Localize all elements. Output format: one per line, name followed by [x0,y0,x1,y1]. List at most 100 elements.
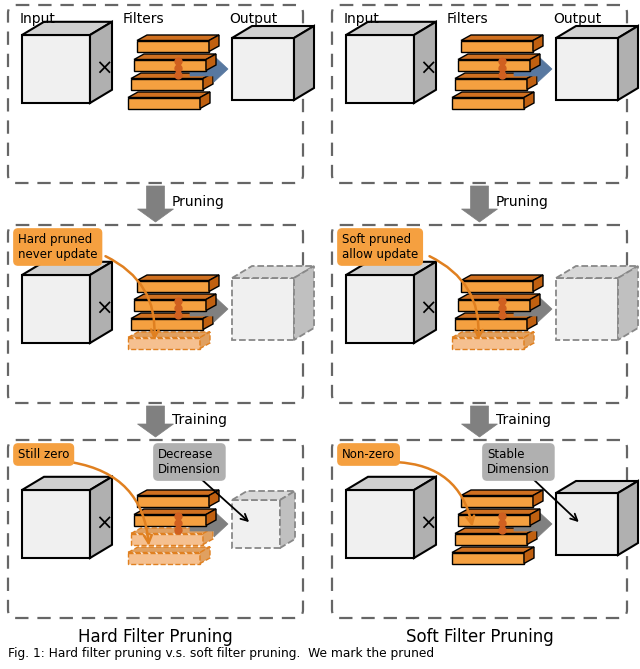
Polygon shape [455,318,527,330]
Polygon shape [556,278,618,340]
Polygon shape [203,528,213,545]
Polygon shape [461,35,543,41]
Polygon shape [90,22,112,103]
Polygon shape [232,26,314,38]
Polygon shape [346,477,436,490]
Polygon shape [527,73,537,90]
FancyBboxPatch shape [332,5,627,183]
Polygon shape [294,26,314,100]
Polygon shape [452,92,534,98]
Polygon shape [138,186,173,222]
Polygon shape [455,533,527,545]
Polygon shape [209,490,219,506]
Polygon shape [206,509,216,526]
Polygon shape [131,318,203,330]
Text: Filters: Filters [123,12,164,26]
Polygon shape [232,500,280,548]
Polygon shape [556,26,638,38]
Polygon shape [190,56,228,82]
Polygon shape [530,509,540,526]
Polygon shape [137,280,209,292]
Polygon shape [530,294,540,310]
Polygon shape [128,98,200,108]
Polygon shape [232,38,294,100]
Polygon shape [527,528,537,545]
Text: ×: × [95,514,113,534]
Polygon shape [209,35,219,52]
Polygon shape [458,54,540,60]
Polygon shape [346,262,436,275]
Polygon shape [128,332,210,337]
Polygon shape [206,294,216,310]
Polygon shape [131,78,203,90]
FancyBboxPatch shape [8,5,303,183]
Text: ×: × [419,299,436,319]
Polygon shape [414,22,436,103]
Polygon shape [524,547,534,563]
Polygon shape [514,296,552,322]
Polygon shape [556,481,638,493]
Polygon shape [458,294,540,300]
Polygon shape [131,73,213,78]
Polygon shape [138,406,173,437]
Polygon shape [232,266,314,278]
Polygon shape [280,491,295,548]
Polygon shape [556,493,618,555]
Polygon shape [530,54,540,70]
Polygon shape [452,98,524,108]
Text: Fig. 1: Hard filter pruning v.s. soft filter pruning.  We mark the pruned: Fig. 1: Hard filter pruning v.s. soft fi… [8,647,434,660]
Text: Training: Training [495,413,550,427]
Polygon shape [455,78,527,90]
Text: Pruning: Pruning [495,195,548,209]
Polygon shape [455,73,537,78]
Polygon shape [461,186,497,222]
Text: ×: × [419,59,436,79]
Text: Output: Output [229,12,277,26]
Text: ×: × [419,514,436,534]
Polygon shape [461,406,497,437]
Text: Decrease
Dimension: Decrease Dimension [158,448,221,476]
Polygon shape [22,490,90,558]
Text: ×: × [95,59,113,79]
Text: Pruning: Pruning [172,195,225,209]
Polygon shape [461,41,533,52]
Polygon shape [458,509,540,514]
Polygon shape [618,266,638,340]
Polygon shape [618,26,638,100]
Polygon shape [200,92,210,108]
Polygon shape [128,92,210,98]
Polygon shape [455,528,537,533]
Polygon shape [452,337,524,349]
Polygon shape [533,35,543,52]
Text: Input: Input [344,12,380,26]
Polygon shape [346,490,414,558]
Text: Soft Filter Pruning: Soft Filter Pruning [406,628,554,646]
Polygon shape [22,35,90,103]
Text: Still zero: Still zero [18,448,69,461]
Polygon shape [128,553,200,563]
Text: Hard Filter Pruning: Hard Filter Pruning [78,628,233,646]
Text: Stable
Dimension: Stable Dimension [487,448,550,476]
Text: Input: Input [20,12,56,26]
Polygon shape [514,56,552,82]
Polygon shape [458,60,530,70]
Polygon shape [137,275,219,280]
Text: Output: Output [553,12,601,26]
Polygon shape [134,60,206,70]
Polygon shape [137,41,209,52]
Polygon shape [461,496,533,506]
FancyBboxPatch shape [8,440,303,618]
Polygon shape [90,262,112,343]
Polygon shape [131,533,203,545]
Polygon shape [131,528,213,533]
Polygon shape [200,547,210,563]
Polygon shape [452,332,534,337]
Polygon shape [458,514,530,526]
Polygon shape [134,509,216,514]
Polygon shape [134,514,206,526]
Polygon shape [458,300,530,310]
Polygon shape [618,481,638,555]
Polygon shape [514,511,552,537]
FancyBboxPatch shape [332,440,627,618]
FancyBboxPatch shape [8,225,303,403]
